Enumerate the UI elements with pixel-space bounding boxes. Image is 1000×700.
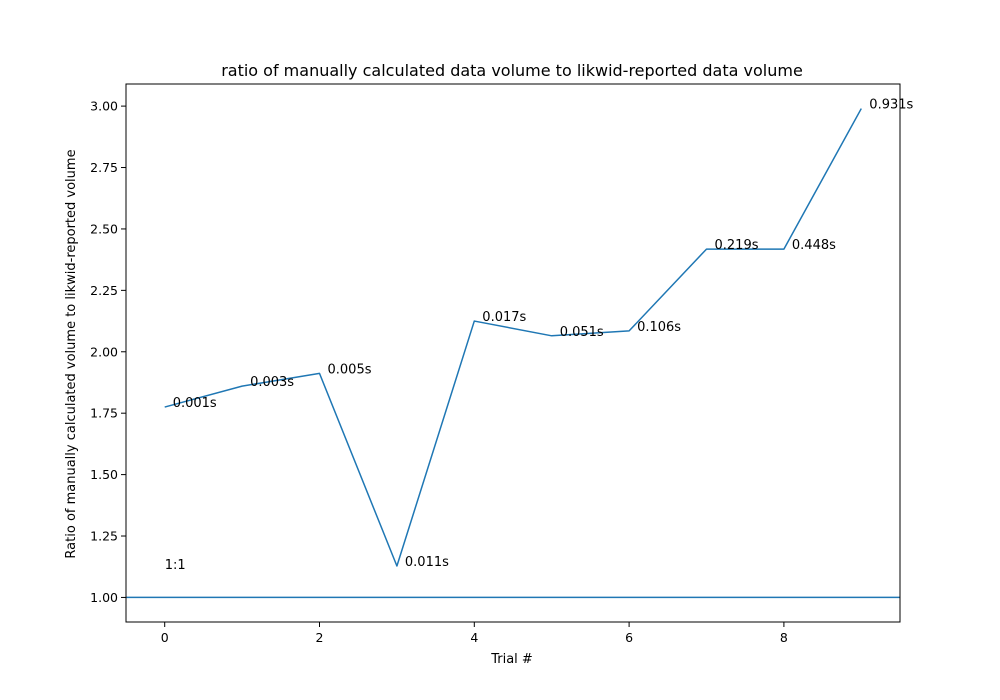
y-tick-label: 1.00 [90, 590, 118, 605]
data-label: 0.001s [173, 396, 217, 411]
y-tick-label: 2.00 [90, 344, 118, 359]
y-tick-label: 3.00 [90, 99, 118, 114]
data-label: 0.448s [792, 238, 836, 253]
reference-line-label: 1:1 [165, 558, 186, 573]
data-label: 0.931s [869, 98, 913, 113]
y-axis-label: Ratio of manually calculated volume to l… [64, 149, 79, 558]
y-tick-label: 1.75 [90, 406, 118, 421]
series-line [164, 108, 862, 567]
x-tick-label: 0 [161, 630, 169, 645]
y-tick-label: 2.75 [90, 160, 118, 175]
data-label: 0.017s [482, 310, 526, 325]
x-tick-label: 2 [316, 630, 324, 645]
x-axis-label: Trial # [490, 652, 533, 667]
y-tick-label: 2.50 [90, 221, 118, 236]
data-label: 0.011s [405, 555, 449, 570]
y-tick-label: 1.50 [90, 467, 118, 482]
x-tick-label: 8 [780, 630, 788, 645]
x-tick-label: 4 [470, 630, 478, 645]
data-label: 0.106s [637, 320, 681, 335]
plot-area: 1:1 0.001s 0.003s 0.005s 0.011s 0.017s 0.051s 0… [90, 83, 914, 645]
data-label: 0.219s [715, 238, 759, 253]
y-tick-label: 2.25 [90, 283, 118, 298]
chart-title: ratio of manually calculated data volume… [221, 61, 803, 80]
plot-frame [125, 83, 901, 623]
data-label: 0.005s [328, 362, 372, 377]
data-label: 0.003s [250, 375, 294, 390]
x-tick-label: 6 [625, 630, 633, 645]
y-tick-label: 1.25 [90, 529, 118, 544]
data-label: 0.051s [560, 325, 604, 340]
